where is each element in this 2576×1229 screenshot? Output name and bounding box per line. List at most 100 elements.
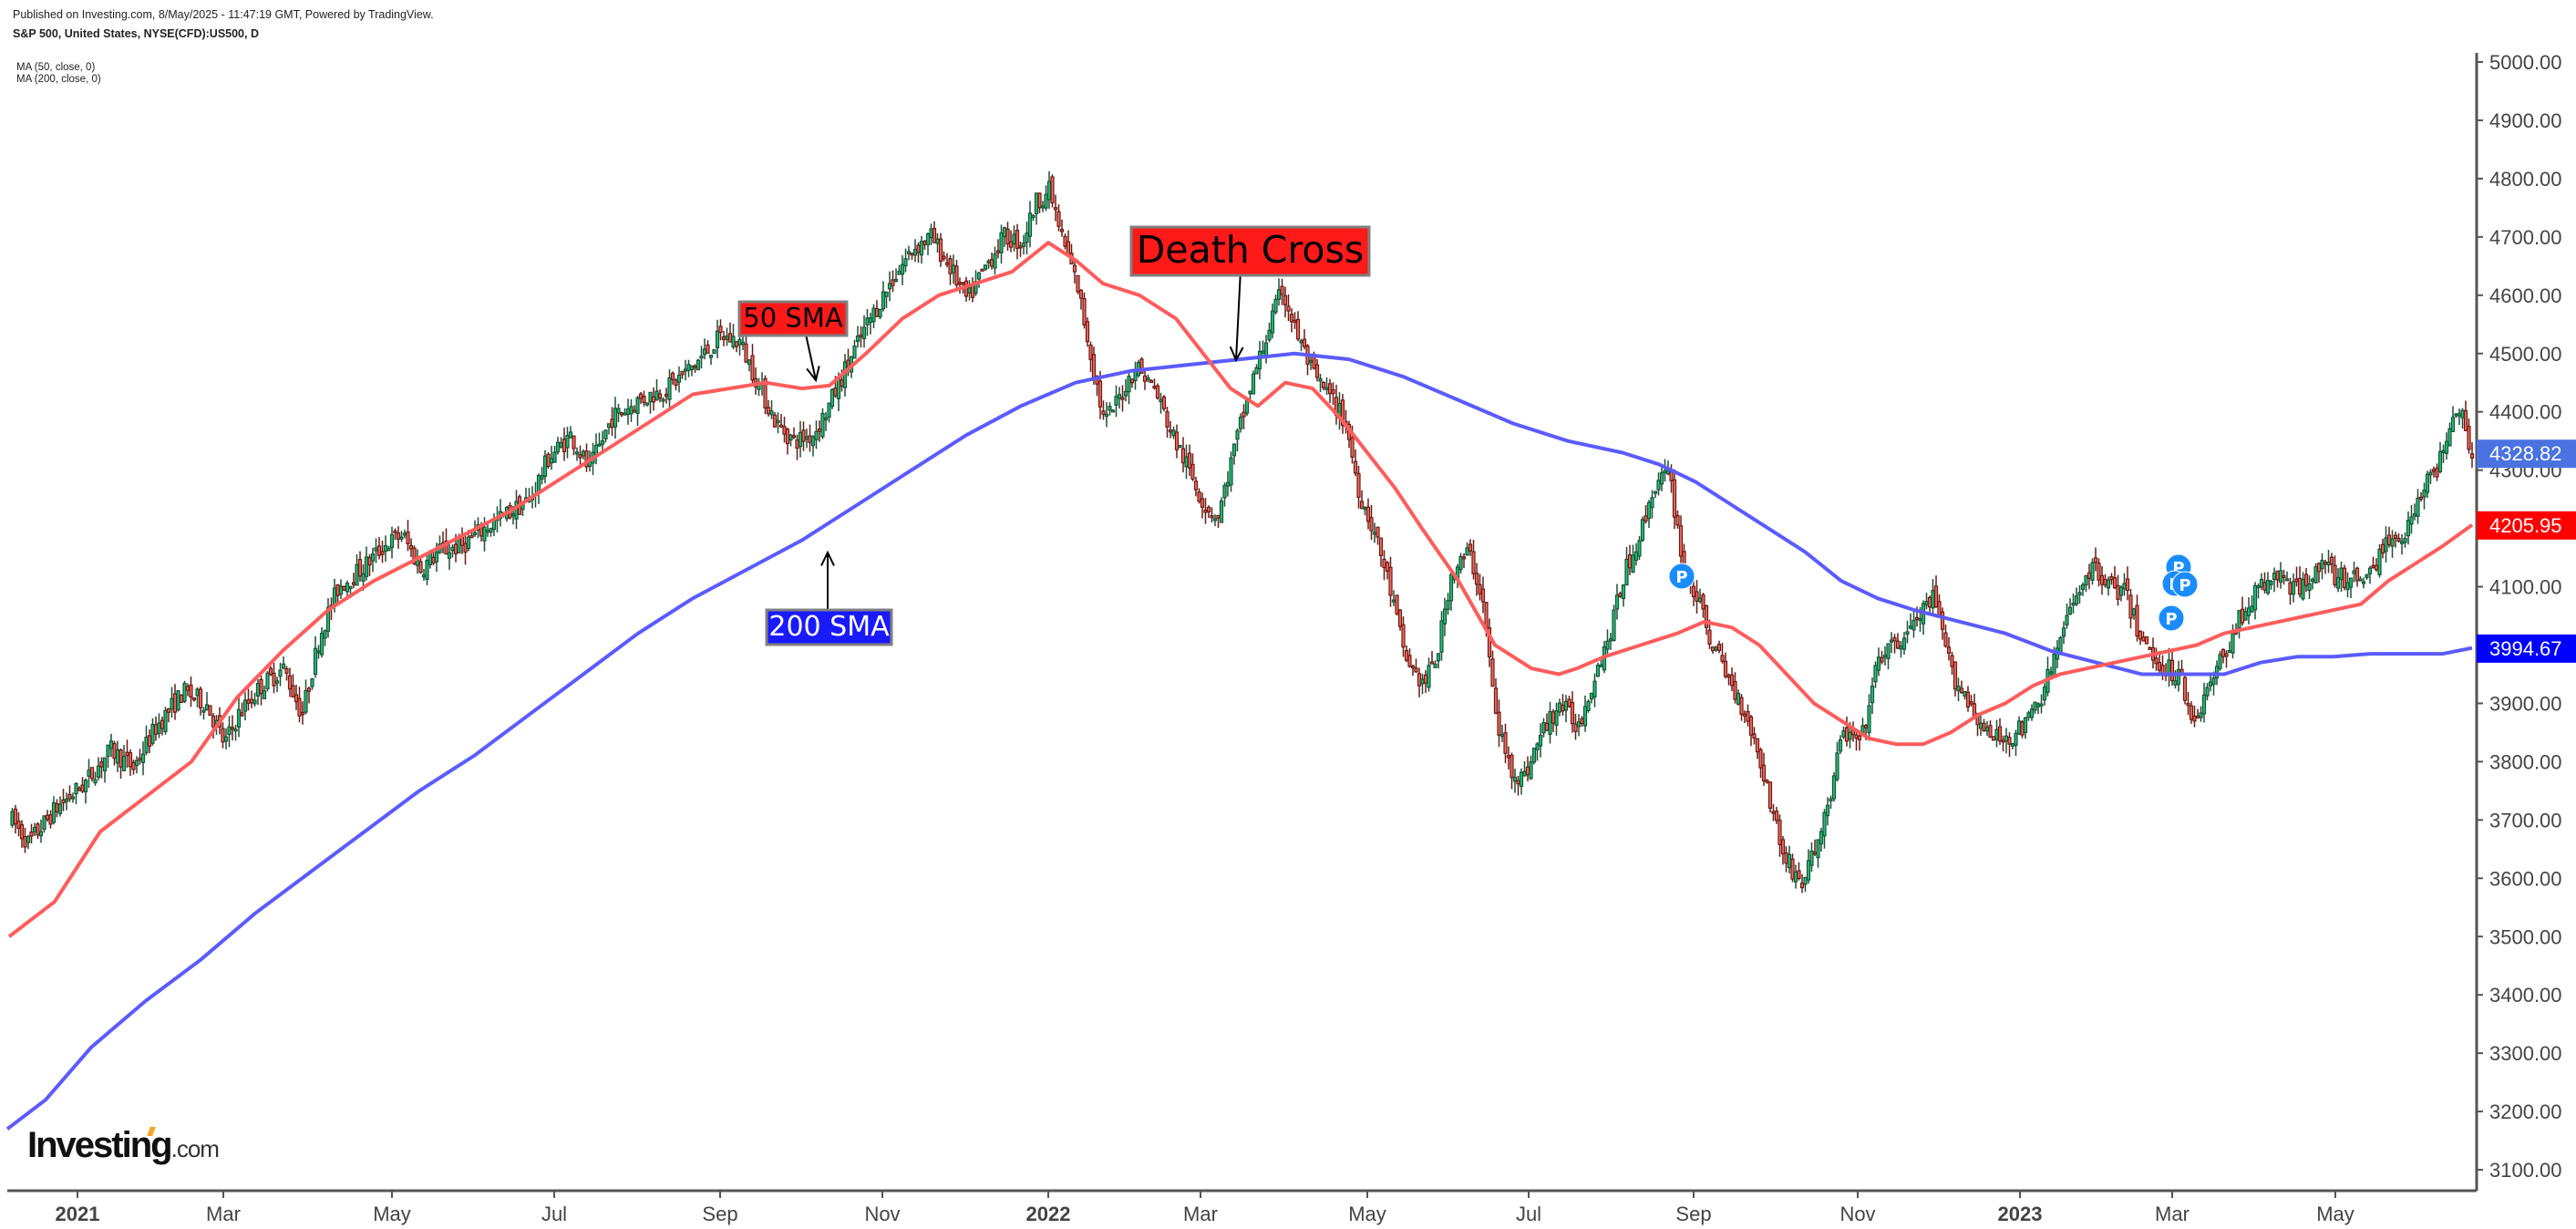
candle [1490, 650, 1495, 687]
candle [852, 339, 857, 359]
candle [1293, 312, 1297, 329]
candle [1867, 694, 1871, 741]
candle [1499, 724, 1505, 743]
candle [2345, 572, 2350, 598]
candle [182, 680, 187, 704]
candle [2288, 577, 2293, 605]
annotation-200-sma[interactable]: 200 SMA [765, 550, 893, 646]
candle [274, 676, 280, 693]
candle [712, 348, 716, 355]
candle [855, 325, 860, 348]
candle [297, 687, 302, 723]
candle [1222, 482, 1227, 507]
candle [1580, 716, 1584, 728]
candle [661, 397, 665, 408]
candle [1359, 490, 1365, 510]
p-marker-icon[interactable]: P [1668, 563, 1695, 590]
candle [1969, 695, 1973, 707]
candle [140, 741, 146, 776]
candle [1040, 201, 1046, 212]
candle [272, 662, 276, 694]
p-marker-icon[interactable]: P [2158, 604, 2185, 632]
candle [1742, 710, 1747, 724]
candle [1557, 698, 1562, 717]
candle [635, 396, 640, 426]
candle [1612, 604, 1616, 642]
p-marker-icon[interactable]: P [2171, 571, 2199, 598]
candle [1021, 234, 1026, 255]
candle [364, 546, 369, 581]
annotation-50-sma[interactable]: 50 SMA [737, 300, 849, 383]
candle [644, 402, 650, 407]
candle [2084, 574, 2088, 593]
candle [2176, 660, 2181, 692]
candle [693, 364, 697, 373]
candle [993, 246, 997, 275]
candle [878, 308, 882, 320]
candle [1063, 233, 1067, 250]
candle [1216, 514, 1221, 528]
candle [1458, 553, 1463, 574]
candle [861, 315, 867, 348]
annotations: 50 SMA Death Cross 200 SMA [737, 225, 1371, 646]
candle [2291, 573, 2296, 603]
candle [1295, 311, 1301, 342]
candle [77, 786, 82, 791]
candle [1423, 670, 1428, 694]
candle [1650, 490, 1654, 519]
indicator-ma200-label[interactable]: MA (200, close, 0) [16, 74, 101, 85]
candle [2033, 701, 2037, 714]
annotation-label: 200 SMA [768, 611, 890, 643]
candle [629, 398, 634, 422]
candle [1631, 544, 1635, 573]
candle [198, 686, 203, 716]
candle [450, 543, 455, 558]
candle [1538, 723, 1543, 758]
candle [1305, 344, 1310, 376]
ma200-line [5, 351, 2473, 1131]
indicator-ma50-label[interactable]: MA (50, close, 0) [16, 62, 96, 73]
time-axis[interactable]: 2021 Mar May Jul Sep Nov 2022 Mar May Jul Sep Nov 20… [7, 1189, 2477, 1225]
candle [976, 272, 982, 288]
candle [1857, 733, 1862, 751]
x-tick-label: 2022 [1026, 1203, 1071, 1225]
y-tick-label: 3100.00 [2489, 1159, 2562, 1182]
candle [2182, 675, 2188, 705]
candle [581, 449, 586, 460]
candle [1005, 222, 1010, 252]
candle [963, 276, 969, 302]
candle [935, 232, 940, 253]
candle [871, 304, 876, 329]
candle [102, 757, 108, 783]
candle [989, 252, 994, 270]
candle [10, 808, 15, 829]
candle [160, 716, 165, 736]
candle [549, 445, 554, 470]
candle [753, 367, 758, 396]
candle [1835, 741, 1839, 782]
candle [1573, 713, 1578, 740]
candle [74, 782, 78, 805]
candle [2367, 565, 2373, 584]
candle [2029, 704, 2035, 721]
candle [1710, 646, 1716, 655]
candle [252, 692, 257, 707]
annotation-death-cross[interactable]: Death Cross [1129, 225, 1371, 363]
candle [932, 221, 937, 243]
candle [2199, 706, 2203, 722]
candle [1921, 600, 1926, 635]
candle [367, 553, 372, 576]
candle [868, 312, 873, 335]
candle [1870, 677, 1875, 715]
candle [699, 346, 704, 369]
candle [820, 408, 825, 439]
candle [36, 821, 40, 839]
candle [383, 535, 388, 563]
candle [725, 327, 729, 346]
candle [2144, 635, 2149, 645]
price-axis[interactable]: 5000.00 4900.00 4800.00 4700.00 4600.00 4500.… [2475, 51, 2562, 1191]
candle [1589, 692, 1594, 704]
ma50-line [7, 241, 2474, 938]
candle [13, 804, 18, 834]
